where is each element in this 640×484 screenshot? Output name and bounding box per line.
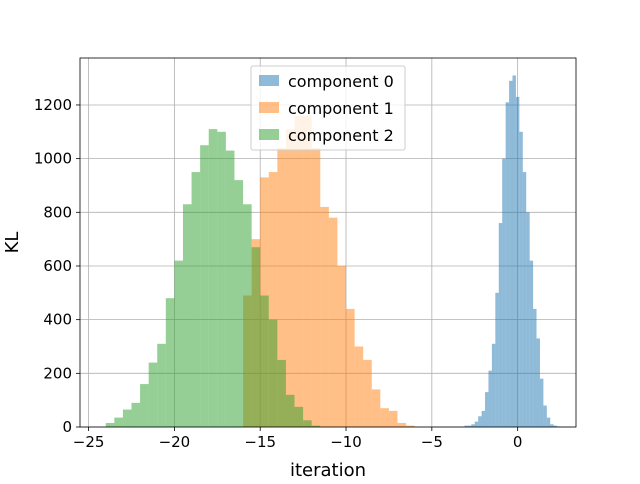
histogram-bar (509, 80, 513, 427)
legend-swatch-component-0 (259, 75, 279, 86)
histogram-bar (526, 212, 530, 427)
x-tick-label: −20 (159, 433, 191, 451)
histogram-bar (553, 425, 558, 427)
histogram-bar (260, 295, 269, 427)
histogram-bar (105, 422, 115, 427)
y-tick-label: 1000 (34, 150, 72, 168)
histogram-bar (165, 298, 175, 427)
histogram-bar (354, 346, 364, 427)
legend-swatch-component-1 (259, 102, 279, 113)
histogram-bar (371, 389, 381, 427)
y-tick-label: 800 (43, 203, 72, 221)
histogram-bar (406, 425, 415, 427)
histogram-bar (303, 420, 312, 427)
histogram-bar (131, 402, 141, 427)
histogram-bar (543, 405, 547, 427)
bars (105, 75, 561, 428)
x-tick-label: −15 (244, 433, 276, 451)
histogram-bar (200, 145, 209, 427)
histogram-bar (533, 308, 537, 427)
ticks: −25 −20 −15 −10 −5 0 0 200 400 600 800 1000 1200 (34, 96, 523, 451)
legend-box (250, 65, 406, 151)
histogram-bar (311, 425, 321, 427)
histogram-bar (380, 408, 389, 427)
histogram-bar (157, 343, 166, 427)
histogram-bar (285, 394, 295, 427)
histogram-bar (311, 147, 321, 427)
histogram-bar (515, 96, 520, 428)
histogram-bar (485, 392, 489, 427)
legend: component 0 component 1 component 2 (250, 65, 406, 151)
histogram-bar (277, 147, 286, 427)
histogram-bar (522, 172, 527, 427)
histogram-bar (464, 425, 468, 427)
histogram-bar (512, 75, 516, 427)
histogram-bar (388, 410, 398, 427)
y-axis-label: KL (2, 232, 23, 254)
histogram-bar (481, 410, 486, 427)
histogram-bar (320, 206, 329, 427)
x-tick-label: −5 (421, 433, 443, 451)
histogram-bar (191, 172, 201, 427)
histogram-bar (182, 204, 192, 427)
histogram-bar (536, 338, 540, 427)
histogram-bar (208, 129, 218, 427)
histogram-bar (502, 158, 506, 428)
series-component-0 (464, 75, 561, 428)
histogram-bar (519, 131, 523, 428)
histogram-bar (491, 343, 496, 427)
histogram-bar (243, 204, 252, 427)
histogram-bar (303, 115, 312, 427)
histogram-bar (225, 150, 235, 427)
histogram-bar (148, 362, 158, 427)
x-tick-label: −10 (330, 433, 362, 451)
histogram-bar (546, 417, 551, 427)
series-component-2 (105, 129, 321, 428)
histogram-bar (550, 424, 554, 427)
histogram-bar (363, 359, 372, 427)
plot-frame (79, 57, 577, 428)
histogram-bar (268, 172, 278, 427)
histogram-bar (505, 102, 510, 427)
histogram-bar (217, 131, 226, 428)
histogram-bar (294, 406, 304, 427)
histogram-bar (478, 416, 482, 427)
legend-label-component-2: component 2 (288, 126, 394, 145)
legend-label-component-0: component 0 (288, 72, 394, 91)
y-tick-label: 0 (62, 418, 72, 436)
histogram-bar (140, 384, 149, 427)
histogram-bar (122, 409, 132, 427)
histogram-bar (474, 421, 479, 427)
histogram-bar (285, 129, 295, 427)
y-tick-label: 1200 (34, 96, 72, 114)
y-tick-label: 400 (43, 311, 72, 329)
histogram-bar (174, 260, 183, 427)
legend-swatch-component-2 (259, 129, 279, 140)
histogram-bar (539, 378, 544, 427)
histogram-bar (495, 292, 499, 427)
histogram-bar (467, 425, 472, 427)
histogram-bar (268, 319, 278, 427)
histogram-bar (277, 359, 286, 427)
legend-label-component-1: component 1 (288, 99, 394, 118)
histogram-bar (337, 265, 347, 427)
histogram-bar (328, 217, 338, 427)
histogram-bar (397, 422, 407, 427)
y-tick-label: 600 (43, 257, 72, 275)
histogram-bar (529, 260, 534, 427)
histogram-bar (471, 424, 475, 427)
histogram-bar (294, 115, 304, 427)
x-tick-label: 0 (513, 433, 523, 451)
histogram-bar (498, 223, 503, 427)
histogram-bar (346, 308, 355, 427)
y-tick-label: 200 (43, 364, 72, 382)
histogram-bar (488, 370, 492, 427)
histogram-bar (234, 180, 244, 427)
x-tick-label: −25 (73, 433, 105, 451)
x-axis-label: iteration (290, 460, 366, 480)
histogram-bar (114, 417, 123, 427)
histogram-bar (251, 247, 261, 427)
